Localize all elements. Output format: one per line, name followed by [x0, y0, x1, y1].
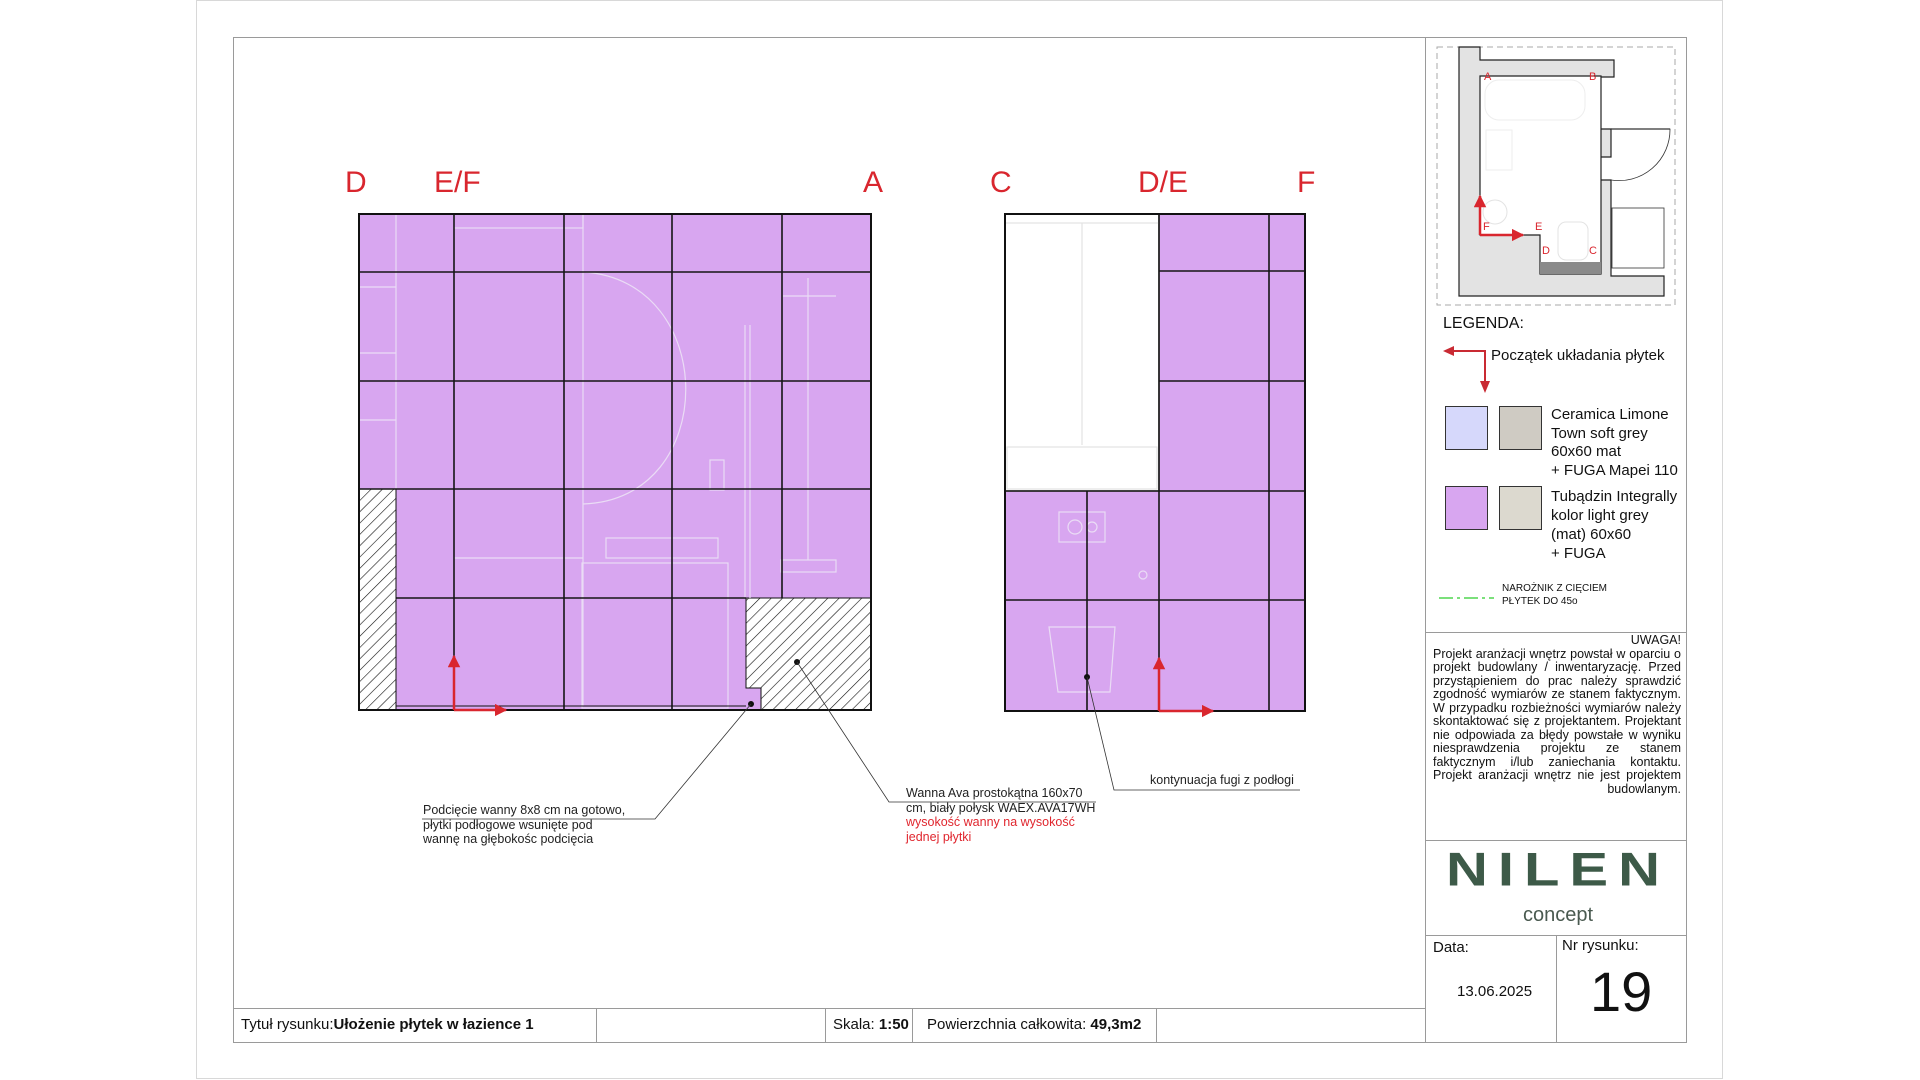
date-value: 13.06.2025: [1457, 983, 1533, 1000]
leader-line: [1086, 676, 1300, 791]
plan-label-c: C: [1589, 245, 1597, 257]
drawing-sheet: [196, 0, 1723, 1079]
legend-title: LEGENDA:: [1443, 315, 1524, 332]
tile-joints: [359, 214, 871, 710]
drawing-frame: [233, 37, 1687, 1043]
legend-line: Ceramica Limone: [1551, 406, 1669, 423]
leader-line: [422, 703, 752, 820]
legend-line: kolor light grey: [1551, 507, 1649, 524]
plan-label-d: D: [1542, 245, 1550, 257]
swatch-grout-1: [1499, 406, 1542, 450]
note-grout: kontynuacja fugi z podłogi: [1150, 773, 1294, 787]
logo-subtitle: concept: [1522, 904, 1594, 926]
wall-label-a: A: [863, 166, 884, 199]
hatched-wall-section: [358, 488, 397, 711]
floor-plan-thumbnail: A B F E D C: [1436, 46, 1676, 306]
drawing-no-label: Nr rysunku:: [1562, 937, 1639, 954]
legend-line: 60x60 mat: [1551, 443, 1622, 460]
area-value: 49,3m2: [1090, 1016, 1142, 1033]
divider: [1425, 632, 1687, 633]
note-line-red: jednej płytki: [906, 829, 972, 844]
elevation-wall-c-f: [1004, 213, 1306, 791]
plan-label-b: B: [1589, 71, 1596, 83]
legend-corner-cut: NAROŻNIK Z CIĘCIEM PŁYTEK DO 45o: [1502, 582, 1607, 608]
fixture-outlines: [359, 213, 837, 709]
plan-label-a: A: [1484, 71, 1492, 83]
note-line-red: wysokość wanny na wysokość: [906, 815, 1075, 829]
hatched-bathtub-section: [745, 597, 872, 711]
date-label: Data:: [1433, 939, 1469, 956]
legend-line: NAROŻNIK Z CIĘCIEM: [1502, 583, 1608, 594]
note-line: wannę na głębokośc podcięcia: [423, 832, 594, 846]
drawing-title: Tytuł rysunku:Ułożenie płytek w łazience…: [241, 1016, 534, 1034]
legend-line: PŁYTEK DO 45o: [1502, 596, 1578, 607]
elevation-wall-d-a: [358, 213, 1096, 820]
title-value: Ułożenie płytek w łazience 1: [333, 1016, 534, 1033]
divider: [1156, 1008, 1157, 1043]
warning-title: UWAGA!: [1630, 633, 1681, 647]
legend-line: + FUGA: [1551, 545, 1606, 562]
note-line: Wanna Ava prostokątna 160x70: [906, 786, 1083, 800]
divider: [1556, 935, 1557, 1043]
logo-wordmark: NILEN: [1446, 842, 1670, 897]
plan-label-f: F: [1483, 221, 1490, 233]
legend-item-2: Tubądzin Integrally kolor light grey (ma…: [1551, 487, 1677, 563]
plan-label-e: E: [1535, 221, 1542, 233]
wall-label-ef: E/F: [434, 166, 481, 199]
title-label: Tytuł rysunku:: [241, 1016, 334, 1033]
note-line: cm, biały połysk WAEX.AVA17WH: [906, 800, 1096, 815]
wall-label-c: C: [990, 166, 1012, 199]
total-area: Powierzchnia całkowita: 49,3m2: [927, 1016, 1141, 1034]
legend-line: (mat) 60x60: [1551, 526, 1632, 543]
scale-label: Skala:: [833, 1016, 875, 1033]
divider: [1425, 840, 1687, 841]
wall-label-f: F: [1297, 166, 1316, 199]
legend-line: Tubądzin Integrally: [1551, 488, 1678, 505]
swatch-grout-2: [1499, 486, 1542, 530]
swatch-tile-1: [1445, 406, 1488, 450]
divider: [596, 1008, 597, 1043]
note-undercut: Podcięcie wanny 8x8 cm na gotowo, płytki…: [423, 803, 625, 847]
warning-block: UWAGA! Projekt aranżacji wnętrz powstał …: [1433, 633, 1681, 796]
legend-start-arrow-icon: [1443, 346, 1490, 393]
swatch-tile-2: [1445, 486, 1488, 530]
warning-text: Projekt aranżacji wnętrz powstał w oparc…: [1433, 646, 1681, 796]
legend-start-label: Początek układania płytek: [1491, 347, 1665, 364]
area-label: Powierzchnia całkowita:: [927, 1016, 1087, 1033]
wall-label-de: D/E: [1138, 166, 1189, 199]
legend-line: + FUGA Mapei 110: [1551, 461, 1678, 479]
divider: [912, 1008, 913, 1043]
wall-label-d: D: [345, 166, 367, 199]
leader-line: [796, 661, 1096, 803]
panel-divider: [1425, 37, 1426, 1043]
divider: [825, 1008, 826, 1043]
divider: [233, 1008, 1425, 1009]
legend-line: Town soft grey: [1551, 424, 1648, 442]
note-line: Podcięcie wanny 8x8 cm na gotowo,: [423, 803, 626, 817]
note-bathtub: Wanna Ava prostokątna 160x70 cm, biały p…: [906, 786, 1095, 844]
drawing-no-value: 19: [1590, 960, 1653, 1023]
legend-item-1: Ceramica Limone Town soft grey 60x60 mat…: [1551, 406, 1678, 480]
scale-value: 1:50: [878, 1016, 909, 1033]
scale: Skala: 1:50: [833, 1016, 909, 1034]
toilet-outline: [1048, 511, 1148, 693]
note-line: płytki podłogowe wsunięte pod: [423, 817, 593, 832]
